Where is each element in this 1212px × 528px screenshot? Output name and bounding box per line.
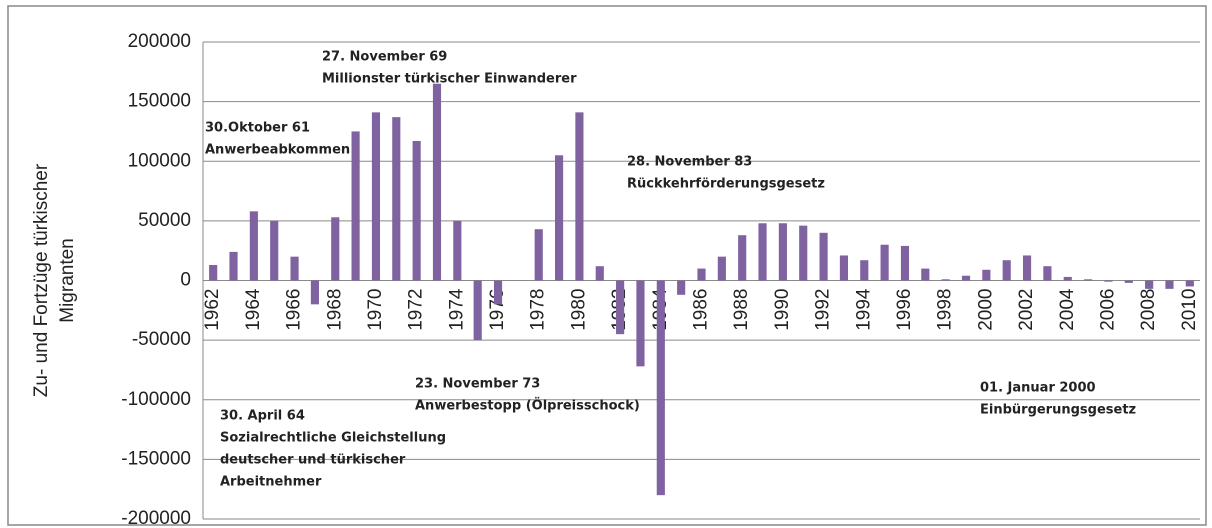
bar <box>839 255 848 281</box>
y-tick-label: -200000 <box>121 508 191 528</box>
bar <box>1063 276 1072 281</box>
bar <box>880 244 889 281</box>
bar <box>717 256 726 281</box>
bar <box>371 112 381 281</box>
bar <box>1022 255 1032 281</box>
bar <box>249 211 258 281</box>
annotation: Millionster türkischer Einwanderer <box>322 72 577 87</box>
annotation: 30.Oktober 61 <box>205 121 310 136</box>
annotation: 01. Januar 2000 <box>980 381 1096 396</box>
bar <box>412 140 421 281</box>
y-tick-label: 150000 <box>128 91 191 112</box>
bar <box>290 256 299 281</box>
y-tick-label: -50000 <box>132 329 191 350</box>
bar <box>860 260 869 281</box>
annotation: Arbeitnehmer <box>220 475 322 490</box>
bar <box>900 245 910 281</box>
bar <box>473 280 482 341</box>
annotation: Anwerbestopp (Ölpreisschock) <box>415 398 640 414</box>
annotation: 30. April 64 <box>220 409 305 424</box>
x-tick-label: 1976 <box>487 289 508 331</box>
y-axis-label: Migranten <box>57 238 78 323</box>
y-tick-label: -100000 <box>121 389 191 410</box>
bar <box>1185 280 1194 287</box>
bar <box>595 266 604 281</box>
bar <box>738 235 747 281</box>
x-tick-label: 2008 <box>1138 289 1159 331</box>
y-tick-label: 100000 <box>128 150 191 171</box>
bar <box>1084 279 1093 281</box>
annotation: Anwerbeabkommen <box>205 143 350 158</box>
x-tick-label: 2010 <box>1179 289 1200 331</box>
bar <box>1124 280 1133 283</box>
y-tick-label: -150000 <box>121 448 191 469</box>
x-tick-label: 2006 <box>1097 289 1118 331</box>
x-tick-label: 1970 <box>365 289 386 331</box>
bar <box>1145 280 1154 289</box>
x-tick-label: 1998 <box>935 289 956 331</box>
y-tick-label: 50000 <box>138 210 191 231</box>
x-tick-label: 1978 <box>528 289 549 331</box>
x-tick-label: 1966 <box>284 289 305 331</box>
bar <box>982 269 991 281</box>
bar <box>961 275 971 281</box>
bar <box>1002 260 1011 281</box>
bar <box>270 220 279 281</box>
bar <box>1165 280 1174 289</box>
bar <box>209 264 218 281</box>
x-tick-label: 1974 <box>446 288 467 331</box>
annotation: 27. November 69 <box>322 50 447 65</box>
bar <box>351 131 360 281</box>
x-tick-label: 1980 <box>568 289 589 331</box>
bar <box>921 268 930 281</box>
x-tick-label: 2002 <box>1016 289 1037 331</box>
x-tick-label: 1996 <box>894 289 915 331</box>
bar <box>758 223 767 281</box>
bar <box>392 117 401 281</box>
annotation: 28. November 83 <box>627 155 752 170</box>
x-tick-label: 2000 <box>975 289 996 331</box>
bar <box>432 83 442 281</box>
bar <box>453 220 462 281</box>
annotation: Einbürgerungsgesetz <box>980 403 1136 418</box>
bar <box>697 268 706 281</box>
bar <box>677 280 686 295</box>
annotation: Rückkehrförderungsgesetz <box>627 177 825 192</box>
x-tick-label: 1968 <box>324 289 345 331</box>
bar <box>636 280 645 367</box>
bar <box>331 217 340 281</box>
bar <box>493 280 503 305</box>
annotation: deutscher und türkischer <box>220 453 406 468</box>
bar <box>575 112 584 281</box>
annotation: 23. November 73 <box>415 377 540 392</box>
x-tick-label: 2004 <box>1057 288 1078 331</box>
y-axis-label: Zu- und Fortzüge türkischer <box>31 163 52 397</box>
bar <box>799 225 808 281</box>
bar <box>778 223 787 281</box>
bar <box>616 280 625 335</box>
y-tick-label: 0 <box>180 270 191 291</box>
bar <box>819 232 828 281</box>
bar <box>1043 266 1052 281</box>
bar <box>1104 280 1113 282</box>
bar <box>534 229 543 281</box>
x-tick-label: 1988 <box>731 289 752 331</box>
bar <box>941 279 950 281</box>
x-tick-label: 1992 <box>813 289 834 331</box>
annotation: Sozialrechtliche Gleichstellung <box>220 431 446 446</box>
x-tick-label: 1972 <box>406 289 427 331</box>
bar <box>555 155 564 281</box>
y-tick-label: 200000 <box>128 31 191 52</box>
x-tick-label: 1964 <box>243 288 264 331</box>
bar <box>656 280 665 496</box>
x-tick-label: 1962 <box>202 289 223 331</box>
bar <box>310 280 319 305</box>
bar <box>229 251 238 281</box>
x-tick-label: 1994 <box>853 288 874 331</box>
x-tick-label: 1990 <box>772 289 793 331</box>
x-tick-label: 1986 <box>691 289 712 331</box>
